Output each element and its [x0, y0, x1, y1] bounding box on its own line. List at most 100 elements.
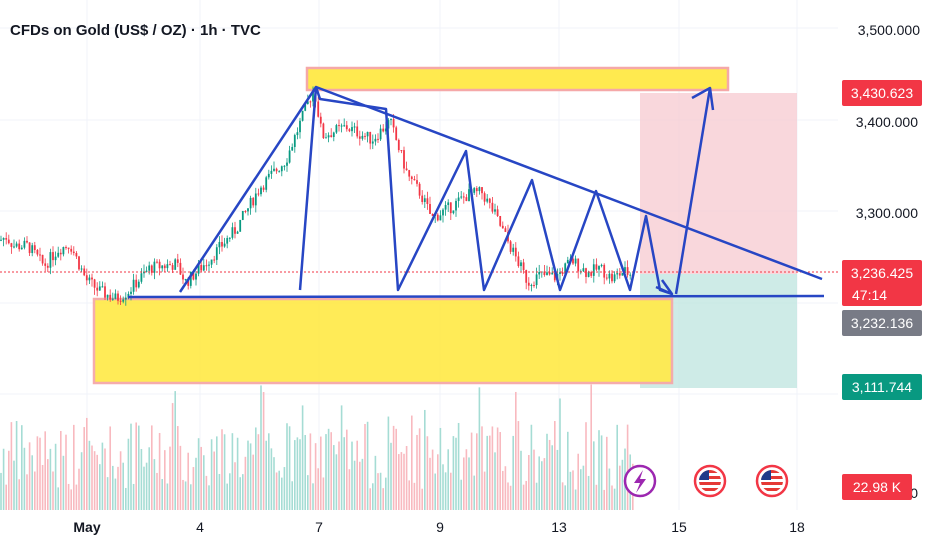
- candle-body: [5, 238, 8, 240]
- volume-bar: [385, 477, 387, 510]
- y-tick: 3,300.000: [856, 205, 918, 221]
- target-zone[interactable]: [640, 93, 797, 274]
- ascending-trendline[interactable]: [178, 86, 318, 293]
- candle-body: [148, 265, 151, 271]
- volume-bar: [221, 429, 223, 510]
- volume-bar: [31, 455, 33, 510]
- candle-body: [23, 240, 26, 248]
- candle-body: [304, 103, 307, 111]
- us-flag-icon[interactable]: [693, 464, 727, 498]
- volume-bar: [106, 477, 109, 510]
- volume-bar: [473, 475, 475, 510]
- volume-bar: [210, 439, 213, 510]
- candle-body: [400, 150, 403, 152]
- volume-bar: [67, 483, 70, 510]
- drop-arrowhead[interactable]: [655, 279, 674, 296]
- supply-zone[interactable]: [305, 66, 730, 92]
- stop-price-label: 3,111.744: [852, 379, 912, 395]
- candle-body: [538, 272, 541, 275]
- event-markers[interactable]: [623, 464, 789, 498]
- volume-bar: [301, 405, 304, 510]
- volume-bar: [148, 447, 150, 510]
- support-line[interactable]: [127, 294, 825, 299]
- x-tick: 9: [436, 519, 444, 535]
- volume-bar: [0, 472, 2, 510]
- candle-body: [486, 198, 489, 202]
- descending-trendline[interactable]: [315, 85, 823, 281]
- candle-body: [457, 197, 460, 201]
- breakout-projection[interactable]: [674, 87, 712, 295]
- us-flag-icon[interactable]: [755, 464, 789, 498]
- volume-bar: [75, 484, 78, 510]
- volume-bar: [585, 422, 587, 510]
- candle-body: [184, 278, 187, 280]
- volume-bar: [400, 452, 403, 510]
- candle-body: [91, 277, 93, 280]
- candle-body: [306, 101, 309, 104]
- demand-zone[interactable]: [92, 297, 674, 385]
- volume-bar: [567, 431, 569, 510]
- candle-body: [114, 293, 117, 299]
- candle-body: [444, 204, 447, 210]
- candle-body: [455, 200, 457, 211]
- volume-bar: [54, 443, 57, 510]
- volume-bar: [252, 454, 254, 510]
- volume-bar: [502, 470, 504, 510]
- candle-body: [447, 202, 450, 205]
- drawing-layer[interactable]: [127, 85, 825, 299]
- candle-body: [504, 228, 507, 232]
- candle-body: [109, 294, 112, 300]
- volume-bar: [10, 422, 13, 510]
- volume-bar: [338, 441, 340, 510]
- volume-bar: [457, 422, 460, 510]
- volume-bar: [190, 484, 192, 510]
- volume-bar: [455, 437, 457, 510]
- volume-bar: [460, 479, 462, 510]
- volume-bar: [216, 436, 218, 510]
- candle-body: [44, 263, 47, 266]
- volume-bar: [613, 488, 616, 510]
- breakout-arrowhead[interactable]: [691, 86, 715, 111]
- volume-bar: [122, 462, 124, 510]
- zigzag-pattern[interactable]: [298, 85, 673, 296]
- volume-bar: [161, 479, 163, 510]
- volume-bar: [496, 427, 499, 510]
- price-axis[interactable]: 3,500.000 3,400.000 3,300.000 0: [856, 22, 920, 501]
- candle-body: [26, 240, 28, 243]
- volume-bar: [304, 434, 306, 510]
- volume-bar: [530, 424, 533, 510]
- lightning-icon[interactable]: [623, 464, 657, 498]
- volume-bar: [26, 474, 28, 510]
- candle-body: [343, 125, 346, 127]
- volume-bar: [299, 439, 301, 510]
- candle-body: [319, 116, 322, 124]
- volume-bar: [86, 417, 88, 510]
- candle-body: [111, 298, 114, 300]
- volume-bar: [52, 471, 54, 510]
- candle-body: [423, 198, 426, 203]
- candle-body: [187, 278, 190, 286]
- candle-body: [525, 270, 528, 283]
- candle-body: [618, 273, 621, 276]
- volume-bar: [491, 426, 494, 510]
- candle-body: [551, 272, 554, 275]
- candle-body: [174, 259, 177, 270]
- volume-bar: [522, 484, 525, 510]
- volume-bar: [520, 450, 522, 510]
- candle-body: [119, 300, 122, 302]
- volume-bar: [80, 452, 83, 510]
- candle-body: [496, 209, 499, 217]
- candle-body: [189, 271, 192, 286]
- volume-bar: [465, 449, 468, 510]
- volume-bar: [439, 427, 442, 510]
- candle-body: [140, 273, 143, 282]
- volume-bar: [135, 422, 137, 510]
- candle-body: [481, 187, 483, 194]
- time-axis[interactable]: May 4 7 9 13 15 18: [73, 519, 805, 535]
- volume-bar: [413, 482, 416, 510]
- candle-body: [358, 136, 361, 139]
- candle-body: [598, 266, 600, 270]
- candle-body: [603, 264, 606, 278]
